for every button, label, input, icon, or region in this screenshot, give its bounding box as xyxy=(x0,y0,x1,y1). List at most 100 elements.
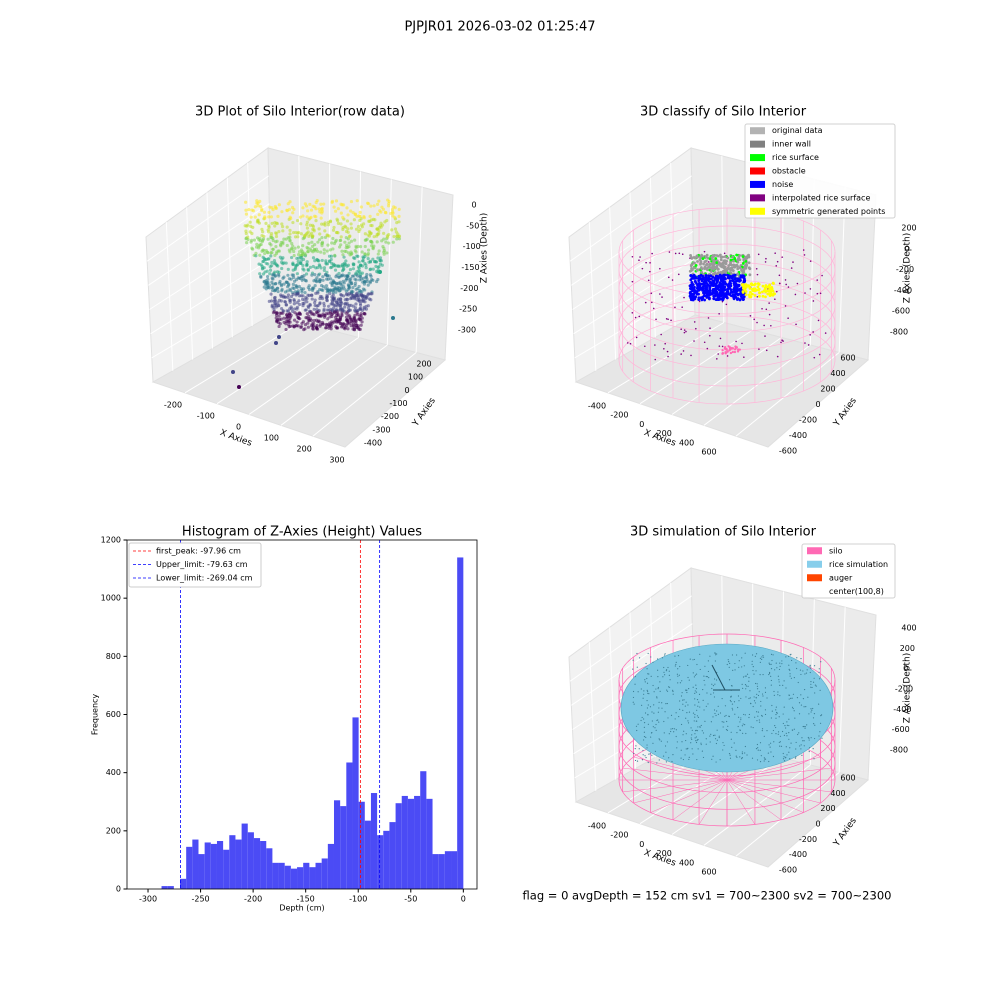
point xyxy=(360,264,365,268)
bar xyxy=(333,800,341,889)
point xyxy=(748,267,752,271)
rice-mesh xyxy=(804,727,806,729)
point xyxy=(712,297,716,301)
point xyxy=(371,247,375,251)
point xyxy=(339,292,343,297)
point xyxy=(392,234,396,239)
rice-mesh xyxy=(757,711,760,713)
rice-mesh xyxy=(744,714,746,716)
point xyxy=(292,275,296,280)
rice-mesh xyxy=(735,755,737,757)
rice-mesh xyxy=(756,711,758,713)
rice-mesh xyxy=(666,702,668,705)
point xyxy=(305,316,309,320)
point xyxy=(288,250,292,254)
x-tick-label: 600 xyxy=(701,448,716,457)
point xyxy=(359,312,363,316)
rice-mesh xyxy=(632,668,634,670)
rice-mesh xyxy=(652,684,654,687)
rice-mesh xyxy=(707,660,709,662)
rice-mesh xyxy=(794,717,796,719)
rice-mesh xyxy=(682,703,684,705)
rice-mesh xyxy=(724,715,726,717)
point xyxy=(809,334,811,336)
y-tick-label: 0 xyxy=(404,386,409,395)
rice-mesh xyxy=(651,720,653,722)
point xyxy=(723,277,727,281)
point xyxy=(765,349,768,352)
rice-mesh xyxy=(821,737,823,739)
rice-mesh xyxy=(673,728,676,730)
rice-mesh xyxy=(647,673,649,675)
rice-mesh xyxy=(656,762,658,764)
bar xyxy=(352,717,359,889)
rice-mesh xyxy=(763,760,765,762)
point xyxy=(254,254,258,258)
rice-mesh xyxy=(756,688,759,690)
rice-mesh xyxy=(738,666,740,668)
point xyxy=(369,223,373,228)
point xyxy=(288,298,293,302)
rice-mesh xyxy=(704,665,706,667)
point xyxy=(334,199,339,203)
rice-mesh xyxy=(813,723,815,725)
point xyxy=(255,199,259,203)
rice-mesh xyxy=(652,661,654,663)
rice-mesh xyxy=(706,676,708,678)
rice-mesh xyxy=(687,664,689,667)
rice-mesh xyxy=(804,673,806,675)
point xyxy=(375,279,379,284)
rice-mesh xyxy=(780,745,783,747)
point xyxy=(366,252,371,256)
point xyxy=(310,231,314,235)
point xyxy=(352,295,356,299)
point xyxy=(326,223,331,227)
rice-mesh xyxy=(729,754,731,756)
point xyxy=(329,324,333,328)
point xyxy=(245,224,249,228)
point xyxy=(350,295,354,299)
rice-mesh xyxy=(768,744,770,746)
rice-mesh xyxy=(753,673,755,675)
point xyxy=(647,279,650,282)
point xyxy=(733,273,737,277)
point xyxy=(725,259,728,263)
panel-title: 3D classify of Silo Interior xyxy=(640,105,807,120)
rice-mesh xyxy=(635,725,638,727)
z-tick-label: 200 xyxy=(901,224,916,233)
point xyxy=(295,307,299,311)
y-tick-label: -600 xyxy=(779,447,797,456)
point xyxy=(352,262,356,266)
legend-swatch xyxy=(807,547,822,555)
rice-mesh xyxy=(641,759,644,761)
point xyxy=(303,202,307,206)
point xyxy=(340,312,344,316)
point xyxy=(321,275,325,279)
rice-mesh xyxy=(675,712,677,714)
point xyxy=(756,296,759,298)
point xyxy=(305,260,309,264)
rice-mesh xyxy=(753,700,756,702)
point xyxy=(720,297,723,301)
point xyxy=(271,282,275,286)
rice-mesh xyxy=(665,670,668,672)
rice-mesh xyxy=(759,674,761,676)
point xyxy=(817,319,820,322)
point xyxy=(260,227,264,231)
rice-mesh xyxy=(770,653,773,655)
point xyxy=(268,272,272,276)
rice-mesh xyxy=(785,727,787,729)
rice-mesh xyxy=(783,734,786,736)
rice-mesh xyxy=(736,732,738,734)
rice-mesh xyxy=(646,744,648,746)
point xyxy=(691,274,695,278)
rice-mesh xyxy=(666,741,669,743)
point xyxy=(310,293,314,297)
point xyxy=(671,279,674,281)
point xyxy=(274,281,278,286)
point xyxy=(237,385,241,389)
point xyxy=(707,261,710,263)
point xyxy=(321,278,325,282)
point xyxy=(744,255,748,259)
